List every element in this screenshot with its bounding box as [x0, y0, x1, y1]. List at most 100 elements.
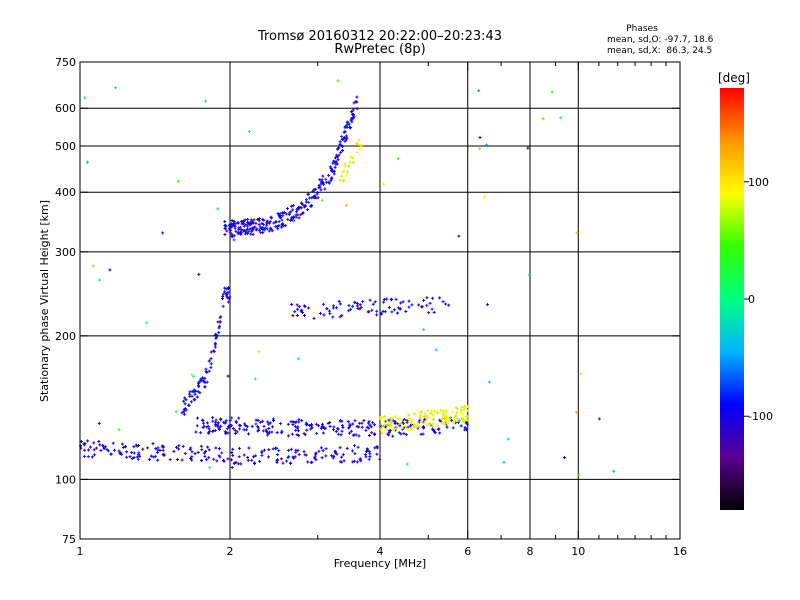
- data-point-v: [124, 445, 126, 449]
- data-point-v: [386, 423, 388, 427]
- data-point-v: [298, 453, 300, 457]
- data-point-v: [358, 142, 359, 146]
- data-point-v: [304, 453, 306, 457]
- data-point-v: [368, 310, 370, 314]
- data-point-v: [219, 428, 220, 431]
- data-point-v: [157, 450, 158, 454]
- data-point-v: [193, 398, 195, 402]
- data-point-v: [359, 303, 361, 307]
- data-point-v: [374, 300, 376, 304]
- data-point-v: [138, 444, 139, 447]
- data-point-v: [417, 422, 419, 426]
- data-point-v: [258, 217, 260, 220]
- data-point-v: [329, 312, 331, 316]
- data-point-v: [346, 173, 348, 177]
- data-point-v: [305, 421, 307, 425]
- data-point-v: [439, 418, 441, 422]
- data-point-v: [296, 207, 298, 211]
- data-point-v: [440, 408, 442, 412]
- data-point-v: [352, 433, 354, 437]
- data-point-v: [382, 424, 384, 428]
- data-point-v: [259, 459, 261, 463]
- data-point-v: [429, 415, 431, 419]
- data-point-v: [243, 229, 245, 233]
- data-point-v: [346, 446, 348, 450]
- data-point-v: [243, 428, 245, 432]
- data-point-v: [214, 345, 216, 349]
- data-point-v: [405, 310, 407, 313]
- data-point-v: [278, 213, 280, 217]
- data-point-v: [464, 406, 466, 410]
- data-point-v: [426, 416, 428, 420]
- data-point-v: [252, 232, 254, 236]
- data-point-v: [212, 419, 214, 423]
- data-point-v: [217, 207, 219, 211]
- data-point-v: [207, 431, 209, 435]
- data-point-v: [383, 300, 385, 304]
- data-point-v: [334, 165, 336, 169]
- data-point-v: [424, 418, 426, 421]
- data-point-v: [259, 225, 261, 229]
- data-point-v: [208, 456, 210, 460]
- data-point-v: [503, 460, 505, 464]
- data-point-v: [199, 391, 201, 395]
- data-point-v: [352, 161, 354, 165]
- data-point-v: [408, 299, 410, 303]
- data-point-v: [87, 455, 89, 459]
- data-point-v: [87, 439, 89, 443]
- data-point-v: [93, 441, 95, 445]
- legend-line-o: mean, sd,O: -97.7, 18.6: [607, 35, 714, 45]
- data-point-v: [341, 460, 343, 464]
- data-point-v: [452, 410, 454, 414]
- data-point-v: [271, 430, 273, 434]
- data-point-v: [285, 212, 287, 216]
- data-point-v: [357, 304, 359, 308]
- data-point-v: [339, 302, 341, 306]
- data-point-v: [340, 150, 342, 154]
- data-point-v: [328, 173, 330, 177]
- data-point-v: [209, 466, 211, 470]
- data-point-v: [417, 426, 419, 430]
- data-point-v: [444, 422, 446, 426]
- data-point-v: [237, 232, 239, 236]
- data-point-v: [261, 221, 263, 225]
- data-point-v: [270, 215, 272, 219]
- data-point-v: [234, 428, 236, 432]
- data-point-v: [372, 302, 374, 306]
- data-point-v: [261, 453, 263, 457]
- data-point-v: [201, 418, 203, 422]
- data-point-v: [147, 446, 149, 450]
- data-point-v: [363, 419, 365, 423]
- data-point-v: [317, 196, 319, 200]
- data-point-v: [359, 457, 361, 461]
- data-point-v: [310, 204, 312, 208]
- data-point-v: [447, 417, 449, 421]
- data-point-v: [189, 394, 191, 398]
- data-point-v: [271, 229, 273, 233]
- data-point-v: [219, 447, 220, 451]
- data-point-v: [403, 420, 405, 424]
- data-point-v: [251, 458, 253, 462]
- data-point-v: [135, 443, 137, 447]
- data-point-v: [235, 460, 237, 464]
- data-point-v: [400, 301, 402, 305]
- data-point-v: [408, 305, 410, 309]
- data-point-v: [247, 220, 249, 224]
- data-point-v: [348, 309, 350, 313]
- data-point-v: [370, 425, 372, 429]
- data-point-v: [203, 451, 205, 455]
- data-point-v: [300, 213, 302, 217]
- data-point-v: [350, 126, 351, 130]
- data-point-v: [357, 142, 358, 145]
- data-point-v: [250, 218, 252, 222]
- data-point-v: [311, 422, 312, 426]
- data-point-v: [288, 213, 290, 216]
- data-point-v: [349, 155, 351, 159]
- data-point-v: [336, 306, 337, 310]
- data-point-v: [325, 447, 327, 451]
- data-point-v: [371, 308, 373, 312]
- data-point-v: [434, 410, 436, 414]
- data-point-v: [80, 440, 82, 443]
- y-tick-label: 400: [55, 186, 76, 199]
- data-point-v: [195, 430, 197, 434]
